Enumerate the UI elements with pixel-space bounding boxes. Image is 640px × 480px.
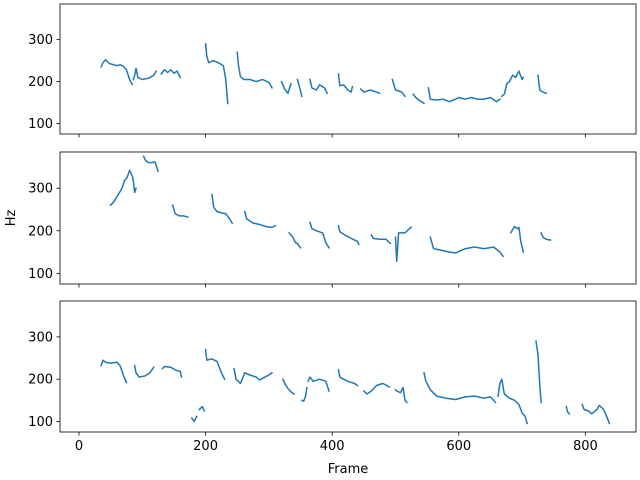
- x-tick-label: 200: [193, 439, 218, 454]
- axes-frame: [59, 3, 637, 135]
- series-segment: [565, 405, 571, 415]
- series-segment: [394, 386, 408, 404]
- series-segment: [309, 221, 331, 249]
- y-tick-label: 300: [28, 182, 53, 197]
- axes-frame: [59, 300, 637, 433]
- x-tick-label: 0: [75, 439, 83, 454]
- series-2: [109, 155, 552, 263]
- panel-1: 100 200 300: [28, 3, 637, 138]
- series-segment: [307, 376, 330, 392]
- series-segment: [161, 365, 183, 378]
- series-segment: [429, 236, 505, 258]
- series-segment: [535, 340, 542, 404]
- series-segment: [337, 224, 360, 246]
- series-segment: [198, 405, 206, 412]
- series-segment: [280, 80, 292, 95]
- y-tick-label: 100: [28, 117, 53, 132]
- series-segment: [540, 231, 552, 241]
- series-segment: [412, 93, 426, 105]
- series-segment: [204, 42, 229, 105]
- series-segment: [236, 51, 274, 89]
- series-segment: [359, 88, 381, 95]
- y-tick-label: 200: [28, 224, 53, 239]
- series-segment: [204, 348, 226, 381]
- y-tick-label: 100: [28, 415, 53, 430]
- x-tick-label: 800: [573, 439, 598, 454]
- series-segment: [109, 169, 137, 207]
- series-segment: [581, 403, 611, 425]
- series-segment: [211, 193, 234, 225]
- series-segment: [362, 382, 391, 395]
- y-tick-label: 300: [28, 33, 53, 48]
- y-tick-label: 100: [28, 267, 53, 282]
- axes-frame: [59, 151, 637, 285]
- series-segment: [281, 378, 296, 396]
- x-axis-label: Frame: [328, 462, 369, 477]
- series-segment: [497, 378, 529, 425]
- series-segment: [296, 78, 303, 98]
- y-axis-label: Hz: [4, 210, 19, 227]
- series-segment: [537, 74, 548, 95]
- y-tick-label: 200: [28, 373, 53, 388]
- series-segment: [509, 225, 525, 254]
- series-segment: [500, 70, 525, 98]
- series-segment: [160, 69, 182, 79]
- series-segment: [427, 87, 501, 103]
- series-segment: [100, 59, 134, 86]
- series-3: [100, 340, 611, 425]
- series-segment: [132, 67, 158, 81]
- x-tick-label: 400: [320, 439, 345, 454]
- series-segment: [243, 210, 277, 229]
- series-segment: [100, 359, 128, 384]
- series-segment: [309, 78, 329, 95]
- series-segment: [391, 78, 407, 98]
- series-segment: [337, 73, 354, 93]
- series-segment: [288, 231, 302, 249]
- series-segment: [394, 226, 413, 263]
- y-tick-label: 200: [28, 75, 53, 90]
- series-segment: [233, 367, 274, 385]
- series-segment: [370, 233, 392, 245]
- y-tick-label: 300: [28, 330, 53, 345]
- series-segment: [142, 155, 160, 173]
- panel-2: 100 200 300: [28, 151, 637, 288]
- series-segment: [300, 386, 308, 402]
- series-segment: [337, 369, 359, 387]
- series-segment: [423, 371, 497, 404]
- series-segment: [133, 364, 155, 378]
- series-segment: [171, 204, 189, 219]
- series-1: [100, 42, 548, 105]
- panel-3: 100 200 300 0 200 400 600 800: [28, 300, 637, 454]
- series-segment: [190, 415, 198, 423]
- x-tick-label: 600: [446, 439, 471, 454]
